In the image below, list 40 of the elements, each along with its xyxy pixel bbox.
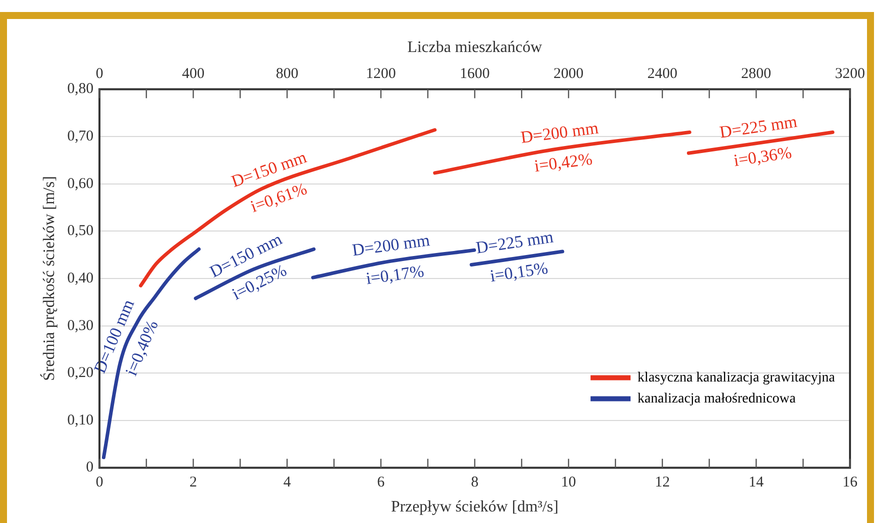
y-tick-label: 0,70 — [67, 128, 94, 144]
annotation: D=200 mm — [520, 118, 600, 148]
annotation: i=0,42% — [533, 149, 594, 176]
x2-tick-label: 2400 — [647, 66, 678, 82]
y-tick-label: 0,20 — [67, 365, 94, 382]
x2-tick-label: 1600 — [460, 66, 490, 82]
y-tick-label: 0,80 — [67, 81, 94, 98]
x-tick-label: 2 — [190, 474, 198, 491]
x-axis-title: Przepływ ścieków [dm³/s] — [391, 498, 558, 516]
x-tick-label: 16 — [842, 474, 858, 491]
x2-tick-label: 0 — [96, 66, 104, 82]
x-tick-label: 10 — [561, 474, 576, 491]
y-tick-label: 0,60 — [67, 176, 94, 192]
annotation: D=225 mm — [718, 112, 798, 142]
annotation: i=0,36% — [732, 142, 793, 170]
x2-tick-label: 2800 — [741, 66, 772, 82]
x-tick-label: 4 — [283, 474, 292, 491]
x-tick-label: 0 — [96, 474, 104, 491]
x2-tick-label: 3200 — [835, 66, 865, 82]
y-tick-label: 0 — [86, 460, 94, 476]
x-tick-label: 6 — [377, 474, 386, 491]
annotation: D=200 mm — [351, 230, 431, 260]
legend-label: klasyczna kanalizacja grawitacyjna — [638, 370, 836, 386]
x-tick-label: 8 — [470, 474, 478, 491]
annotation: i=0,17% — [364, 262, 426, 288]
x-tick-label: 14 — [748, 474, 764, 491]
x2-tick-label: 2000 — [554, 66, 584, 82]
x2-axis-title: Liczba mieszkańców — [407, 38, 542, 56]
y-tick-label: 0,30 — [67, 318, 94, 334]
y-tick-label: 0,50 — [67, 223, 94, 240]
legend-label: kanalizacja małośrednicowa — [638, 391, 797, 406]
x2-tick-label: 1200 — [366, 66, 396, 82]
x2-tick-label: 400 — [182, 66, 205, 82]
x2-tick-label: 800 — [276, 66, 298, 82]
y-tick-label: 0,10 — [67, 412, 94, 428]
annotation: i=0,15% — [488, 258, 550, 286]
y-axis-title: Średnia prędkość ścieków [m/s] — [40, 176, 58, 381]
annotation: D=225 mm — [474, 227, 555, 258]
y-tick-label: 0,40 — [67, 270, 94, 286]
x-tick-label: 12 — [654, 474, 670, 491]
